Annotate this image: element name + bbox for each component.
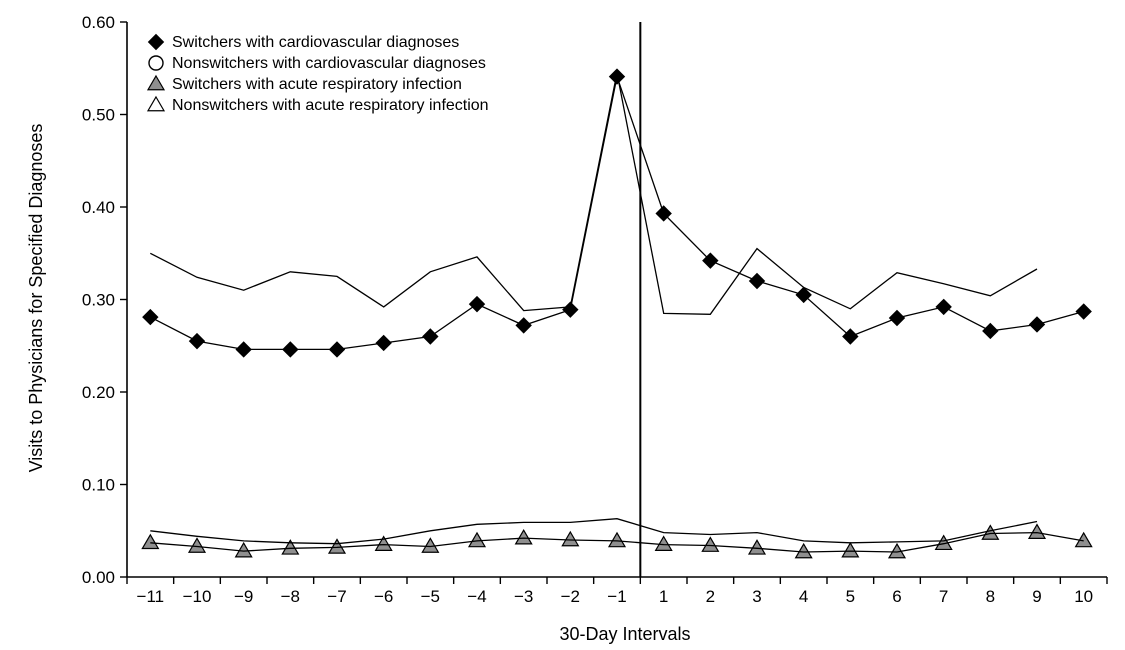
tick-labels: 0.000.100.200.300.400.500.60−11 −10 −9 −8 −7… xyxy=(82,13,1093,606)
legend-label: Switchers with cardiovascular diagnoses xyxy=(172,34,459,51)
data-point xyxy=(234,541,253,558)
legend-label: Switchers with acute respiratory infecti… xyxy=(172,76,462,93)
data-point xyxy=(1027,523,1047,539)
x-tick-label: −3 xyxy=(514,587,533,606)
series-4 xyxy=(150,518,1038,545)
data-point xyxy=(655,205,672,222)
series-2 xyxy=(141,72,1093,559)
legend-item: Nonswitchers with acute respiratory infe… xyxy=(146,95,489,114)
legend-item: Switchers with acute respiratory infecti… xyxy=(146,74,462,93)
x-tick-label: 8 xyxy=(986,587,995,606)
x-tick-label: 6 xyxy=(892,587,901,606)
data-point xyxy=(1075,303,1092,320)
x-tick-label: −2 xyxy=(561,587,580,606)
data-point xyxy=(422,328,439,345)
x-tick-label: 7 xyxy=(939,587,948,606)
x-tick-label: 4 xyxy=(799,587,808,606)
data-point xyxy=(374,535,393,551)
data-point xyxy=(935,298,952,316)
series-line xyxy=(150,72,1038,315)
legend: Switchers with cardiovascular diagnoses N… xyxy=(146,33,489,114)
data-point xyxy=(701,536,720,552)
data-point xyxy=(982,322,999,340)
data-point xyxy=(561,530,580,547)
legend-marker xyxy=(146,95,166,112)
y-tick-label: 0.30 xyxy=(82,291,115,310)
x-tick-label: −11 xyxy=(137,587,165,606)
data-point xyxy=(282,341,299,358)
series-line xyxy=(150,518,1038,545)
y-tick-label: 0.40 xyxy=(82,198,115,217)
x-axis-title: 30-Day Intervals xyxy=(559,624,690,644)
legend-label: Nonswitchers with acute respiratory infe… xyxy=(172,97,489,114)
legend-marker xyxy=(148,55,164,71)
series-line xyxy=(150,531,1084,553)
x-tick-label: −9 xyxy=(234,587,253,606)
data-point xyxy=(188,332,206,350)
data-point xyxy=(421,537,440,553)
y-tick-label: 0.10 xyxy=(82,476,115,495)
x-tick-label: 10 xyxy=(1074,587,1093,606)
data-point xyxy=(981,524,1000,540)
data-point xyxy=(1028,316,1046,333)
data-point xyxy=(795,286,812,304)
data-point xyxy=(842,328,859,345)
x-tick-label: −10 xyxy=(183,587,212,606)
data-point xyxy=(467,531,487,548)
x-tick-label: 9 xyxy=(1032,587,1041,606)
legend-item: Switchers with cardiovascular diagnoses xyxy=(147,33,459,51)
data-point xyxy=(375,334,392,352)
x-tick-label: −1 xyxy=(607,587,626,606)
series-1 xyxy=(142,68,1092,358)
x-tick-label: −8 xyxy=(281,587,300,606)
data-point xyxy=(514,528,533,545)
data-point xyxy=(841,541,860,558)
x-tick-label: 3 xyxy=(752,587,761,606)
data-point xyxy=(654,535,673,551)
plot-area xyxy=(141,22,1093,577)
x-tick-label: −7 xyxy=(327,587,346,606)
x-tick-label: 5 xyxy=(846,587,855,606)
x-tick-label: −4 xyxy=(467,587,486,606)
data-point xyxy=(327,538,347,554)
legend-label: Nonswitchers with cardiovascular diagnos… xyxy=(172,55,486,72)
data-point xyxy=(794,542,813,559)
data-point xyxy=(142,308,159,326)
data-point xyxy=(468,295,486,313)
axes xyxy=(120,21,1108,584)
data-point xyxy=(608,68,626,85)
y-tick-label: 0.00 xyxy=(82,568,115,587)
data-point xyxy=(747,539,767,555)
series-3 xyxy=(150,531,1084,553)
data-point xyxy=(281,539,300,555)
y-axis-title: Visits to Physicians for Specified Diagn… xyxy=(26,124,46,473)
y-tick-label: 0.50 xyxy=(82,106,115,125)
data-point xyxy=(607,531,627,548)
data-point xyxy=(515,317,532,334)
data-point xyxy=(702,252,719,269)
data-point xyxy=(141,533,160,550)
legend-item: Nonswitchers with cardiovascular diagnos… xyxy=(148,55,486,72)
data-point xyxy=(187,537,207,553)
data-point xyxy=(888,309,906,327)
x-tick-label: −6 xyxy=(374,587,393,606)
y-tick-label: 0.60 xyxy=(82,13,115,32)
x-tick-label: 2 xyxy=(706,587,715,606)
y-tick-label: 0.20 xyxy=(82,383,115,402)
data-point xyxy=(328,341,346,358)
legend-marker xyxy=(146,74,166,91)
data-point xyxy=(748,272,766,290)
x-tick-label: 1 xyxy=(659,587,668,606)
data-point xyxy=(235,341,252,358)
legend-marker xyxy=(147,33,165,51)
x-tick-label: −5 xyxy=(421,587,440,606)
